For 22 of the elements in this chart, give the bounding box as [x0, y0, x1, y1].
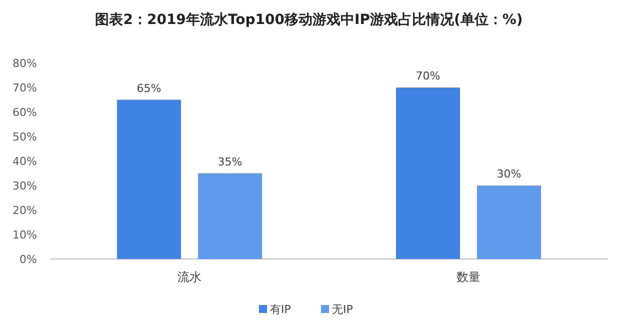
x-tick-label: 流水: [178, 270, 202, 284]
data-label: 70%: [416, 70, 440, 82]
legend-label: 有IP: [270, 303, 292, 316]
bar: [477, 186, 541, 259]
y-tick-label: 20%: [12, 204, 37, 217]
y-tick-label: 50%: [12, 130, 37, 144]
y-tick-label: 0%: [20, 253, 37, 266]
bar: [396, 88, 460, 259]
data-label: 30%: [496, 168, 522, 180]
y-tick-label: 60%: [12, 106, 37, 119]
chart-title: 图表2：2019年流水Top100移动游戏中IP游戏占比情况(单位：%): [95, 11, 523, 28]
bar: [198, 173, 262, 259]
legend-label: 无IP: [332, 303, 354, 316]
bar: [117, 100, 181, 259]
y-tick-label: 80%: [12, 57, 37, 70]
y-tick-label: 10%: [12, 228, 37, 242]
data-label: 35%: [218, 155, 242, 168]
data-label: 65%: [136, 82, 162, 95]
y-tick-label: 40%: [12, 155, 37, 168]
y-tick-label: 70%: [12, 82, 37, 94]
y-tick-label: 30%: [12, 180, 37, 192]
x-tick-label: 数量: [456, 270, 480, 284]
